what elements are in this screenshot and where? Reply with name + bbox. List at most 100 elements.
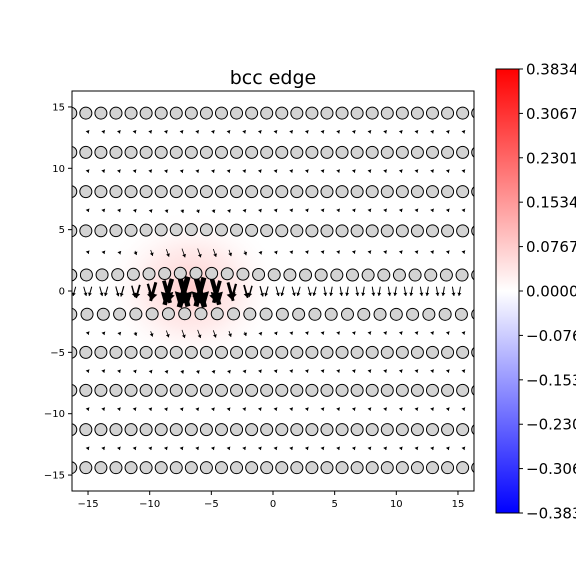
atom-marker <box>305 145 319 159</box>
displacement-arrow <box>85 250 90 254</box>
displacement-arrow <box>398 208 403 213</box>
displacement-arrow <box>85 331 90 335</box>
displacement-arrow <box>329 286 334 296</box>
displacement-arrow <box>179 129 184 134</box>
atom-marker <box>139 345 153 359</box>
atom-marker <box>330 268 344 282</box>
displacement-arrow <box>273 208 278 213</box>
atom-marker <box>260 185 274 199</box>
displacement-arrow <box>414 369 419 373</box>
displacement-arrow <box>351 129 356 134</box>
atom-marker <box>199 383 213 397</box>
atom-marker <box>395 145 409 159</box>
atom-marker <box>79 423 93 437</box>
displacement-arrow <box>258 208 262 213</box>
displacement-arrow <box>227 209 231 213</box>
atom-marker <box>109 224 123 238</box>
atom-marker <box>260 345 274 359</box>
displacement-arrow <box>367 169 372 173</box>
atom-marker <box>169 145 183 159</box>
atom-marker <box>245 383 259 397</box>
displacement-arrow <box>320 331 325 335</box>
atom-marker <box>214 145 228 159</box>
atom-marker <box>456 145 470 159</box>
atom-marker <box>154 145 168 159</box>
atom-marker <box>79 224 93 238</box>
atom-marker <box>124 106 138 120</box>
atom-marker <box>154 345 168 359</box>
atom-marker <box>267 268 281 282</box>
displacement-arrow <box>355 286 360 296</box>
displacement-arrow <box>226 129 231 134</box>
x-tick-label: 10 <box>390 499 403 510</box>
atom-marker <box>389 307 403 321</box>
atom-marker <box>275 345 289 359</box>
displacement-arrow <box>101 331 106 336</box>
atom-marker <box>154 383 168 397</box>
displacement-arrow <box>85 169 90 173</box>
displacement-arrow <box>165 330 170 338</box>
atom-marker <box>456 461 470 475</box>
displacement-arrow <box>226 169 231 173</box>
atom-marker <box>335 461 349 475</box>
atom-marker <box>305 106 319 120</box>
atom-marker <box>214 423 228 437</box>
atom-marker <box>245 106 259 120</box>
colorbar-tick-label: 0.0000 <box>526 283 576 301</box>
displacement-arrow <box>367 407 372 411</box>
displacement-arrow <box>398 446 403 451</box>
displacement-arrow <box>85 129 90 134</box>
atom-marker <box>214 345 228 359</box>
atom-marker <box>395 383 409 397</box>
displacement-arrow <box>179 407 184 412</box>
atom-marker <box>441 461 455 475</box>
displacement-arrow <box>445 331 450 335</box>
atom-marker <box>124 423 138 437</box>
displacement-arrow <box>351 446 356 451</box>
atom-marker <box>245 185 259 199</box>
atom-marker <box>410 383 424 397</box>
displacement-arrow <box>229 283 238 300</box>
y-tick-label: −10 <box>44 409 65 420</box>
displacement-arrow <box>445 250 450 254</box>
atom-marker <box>199 461 213 475</box>
atom-marker <box>441 145 455 159</box>
atom-marker <box>380 145 394 159</box>
atom-marker <box>245 145 259 159</box>
displacement-arrow <box>179 446 184 451</box>
displacement-arrow <box>149 249 154 257</box>
displacement-arrow <box>257 407 262 411</box>
atom-marker <box>275 145 289 159</box>
displacement-arrow <box>291 286 296 297</box>
atom-layer <box>72 106 474 475</box>
displacement-arrow <box>445 129 450 134</box>
atom-marker <box>199 345 213 359</box>
atom-marker <box>377 268 391 282</box>
displacement-arrow <box>461 446 466 451</box>
atom-marker <box>361 268 375 282</box>
displacement-arrow <box>289 208 294 213</box>
displacement-arrow <box>101 129 106 134</box>
displacement-arrow <box>160 278 175 306</box>
displacement-arrow <box>116 446 121 451</box>
displacement-arrow <box>228 330 232 337</box>
atom-marker <box>184 145 198 159</box>
displacement-arrow <box>289 129 294 134</box>
atom-marker <box>220 267 234 281</box>
displacement-arrow <box>414 129 419 134</box>
atom-marker <box>305 423 319 437</box>
atom-marker <box>210 307 224 321</box>
displacement-arrow <box>304 169 309 173</box>
displacement-arrow <box>210 280 223 304</box>
atom-marker <box>158 267 172 281</box>
atom-marker <box>380 224 394 238</box>
atom-marker <box>275 461 289 475</box>
atom-marker <box>456 423 470 437</box>
displacement-arrow <box>414 250 419 254</box>
atom-marker <box>395 106 409 120</box>
atom-marker <box>350 185 364 199</box>
displacement-arrow <box>351 331 356 335</box>
atom-marker <box>365 461 379 475</box>
atom-marker <box>154 423 168 437</box>
atom-marker <box>94 383 108 397</box>
